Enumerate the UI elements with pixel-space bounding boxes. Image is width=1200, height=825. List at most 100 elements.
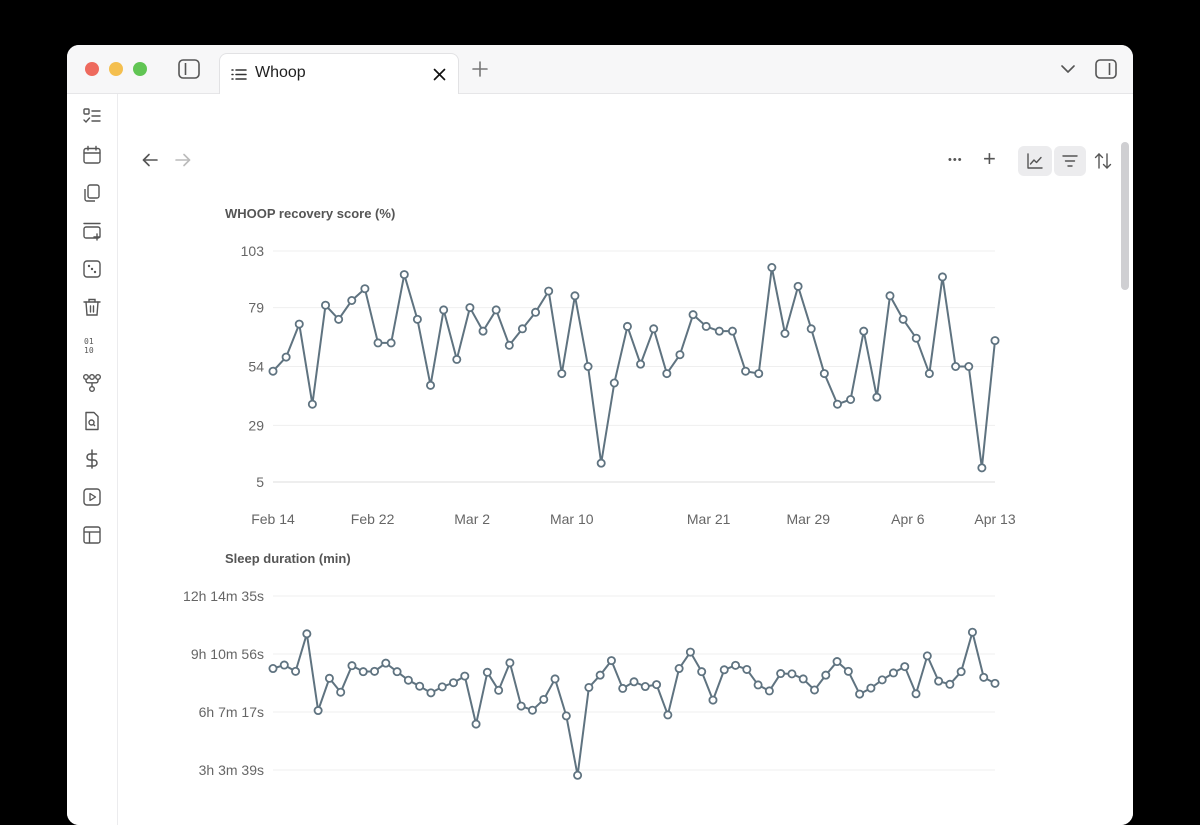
- recovery-point: [636, 359, 646, 369]
- sleep-point: [471, 719, 481, 729]
- sleep-point: [595, 670, 605, 680]
- sleep-point: [460, 671, 470, 681]
- right-sidebar-toggle-icon[interactable]: [1094, 58, 1118, 80]
- maximize-window-button[interactable]: [133, 62, 147, 76]
- recovery-point: [793, 281, 803, 291]
- line-chart-icon: [1026, 152, 1044, 170]
- recovery-x-tick: Feb 14: [251, 511, 295, 527]
- recovery-point: [990, 336, 1000, 346]
- more-options-button[interactable]: •••: [948, 154, 963, 166]
- recovery-point: [688, 310, 698, 320]
- git-fork-icon[interactable]: [82, 373, 102, 393]
- tasks-icon[interactable]: [82, 107, 102, 127]
- svg-text:10: 10: [84, 346, 94, 355]
- recovery-point: [911, 333, 921, 343]
- sleep-point: [494, 685, 504, 695]
- sleep-point: [426, 688, 436, 698]
- recovery-point: [465, 303, 475, 313]
- recovery-point: [386, 338, 396, 348]
- sleep-point: [550, 674, 560, 684]
- sleep-point: [516, 701, 526, 711]
- close-tab-icon[interactable]: [432, 67, 446, 81]
- recovery-x-tick: Apr 6: [891, 511, 925, 527]
- recovery-point: [504, 340, 514, 350]
- sleep-point: [674, 664, 684, 674]
- sleep-point: [776, 669, 786, 679]
- sleep-point: [888, 668, 898, 678]
- sleep-point: [606, 656, 616, 666]
- recovery-point: [531, 307, 541, 317]
- recovery-point: [806, 324, 816, 334]
- minimize-window-button[interactable]: [109, 62, 123, 76]
- sleep-point: [336, 687, 346, 697]
- sleep-point: [573, 770, 583, 780]
- filter-button[interactable]: [1054, 146, 1086, 176]
- trash-icon[interactable]: [82, 297, 102, 317]
- copy-icon[interactable]: [82, 183, 102, 203]
- sleep-point: [798, 674, 808, 684]
- recovery-point: [321, 300, 331, 310]
- tab-title: Whoop: [255, 64, 306, 81]
- calendar-icon[interactable]: [82, 145, 102, 165]
- recovery-point: [727, 326, 737, 336]
- sleep-point: [347, 661, 357, 671]
- recovery-point: [570, 291, 580, 301]
- dice-icon[interactable]: [82, 259, 102, 279]
- sleep-chart-title: Sleep duration (min): [225, 551, 351, 566]
- sleep-point: [866, 683, 876, 693]
- sleep-point: [685, 647, 695, 657]
- recovery-x-tick: Mar 29: [786, 511, 830, 527]
- add-board-icon[interactable]: [82, 221, 102, 241]
- sleep-point: [990, 678, 1000, 688]
- recovery-point: [649, 324, 659, 334]
- sleep-point: [313, 706, 323, 716]
- new-tab-icon[interactable]: [470, 59, 490, 79]
- svg-text:01: 01: [84, 337, 94, 346]
- recovery-point: [426, 380, 436, 390]
- sleep-point: [437, 682, 447, 692]
- chart-view-button[interactable]: [1018, 146, 1052, 176]
- layout-icon[interactable]: [82, 525, 102, 545]
- sleep-point: [370, 666, 380, 676]
- sleep-y-tick: 3h 3m 39s: [199, 762, 264, 778]
- scrollbar[interactable]: [1121, 142, 1129, 290]
- sleep-point: [392, 667, 402, 677]
- recovery-point: [859, 326, 869, 336]
- chevron-down-icon[interactable]: [1059, 62, 1077, 76]
- recovery-point: [544, 286, 554, 296]
- sleep-point: [640, 682, 650, 692]
- recovery-point: [780, 328, 790, 338]
- back-arrow-icon[interactable]: [141, 151, 159, 169]
- recovery-point: [596, 458, 606, 468]
- file-search-icon[interactable]: [82, 411, 102, 431]
- sleep-y-tick: 9h 10m 56s: [191, 646, 264, 662]
- add-button[interactable]: +: [983, 146, 996, 171]
- tab-whoop[interactable]: Whoop: [219, 53, 459, 95]
- list-icon: [231, 67, 247, 81]
- play-icon[interactable]: [82, 487, 102, 507]
- dollar-icon[interactable]: [82, 449, 102, 469]
- recovery-point: [360, 284, 370, 294]
- filter-icon: [1061, 152, 1079, 170]
- sort-icon[interactable]: [1093, 151, 1113, 171]
- recovery-point: [885, 291, 895, 301]
- sidebar-toggle-icon[interactable]: [177, 58, 201, 80]
- recovery-y-tick: 29: [248, 417, 264, 433]
- sleep-point: [561, 711, 571, 721]
- recovery-point: [268, 366, 278, 376]
- charts-area: WHOOP recovery score (%) 103 79 54 29 5 Feb 14…: [183, 206, 1016, 780]
- forward-arrow-icon[interactable]: [174, 151, 192, 169]
- close-window-button[interactable]: [85, 62, 99, 76]
- recovery-point: [557, 369, 567, 379]
- recovery-point: [714, 326, 724, 336]
- recovery-point: [701, 321, 711, 331]
- recovery-point: [439, 305, 449, 315]
- recovery-x-tick: Feb 22: [351, 511, 395, 527]
- recovery-point: [937, 272, 947, 282]
- recovery-point: [741, 366, 751, 376]
- sleep-point: [843, 666, 853, 676]
- sleep-point: [291, 666, 301, 676]
- sleep-point: [787, 669, 797, 679]
- binary-icon[interactable]: 01 10: [82, 335, 102, 355]
- sleep-point: [956, 667, 966, 677]
